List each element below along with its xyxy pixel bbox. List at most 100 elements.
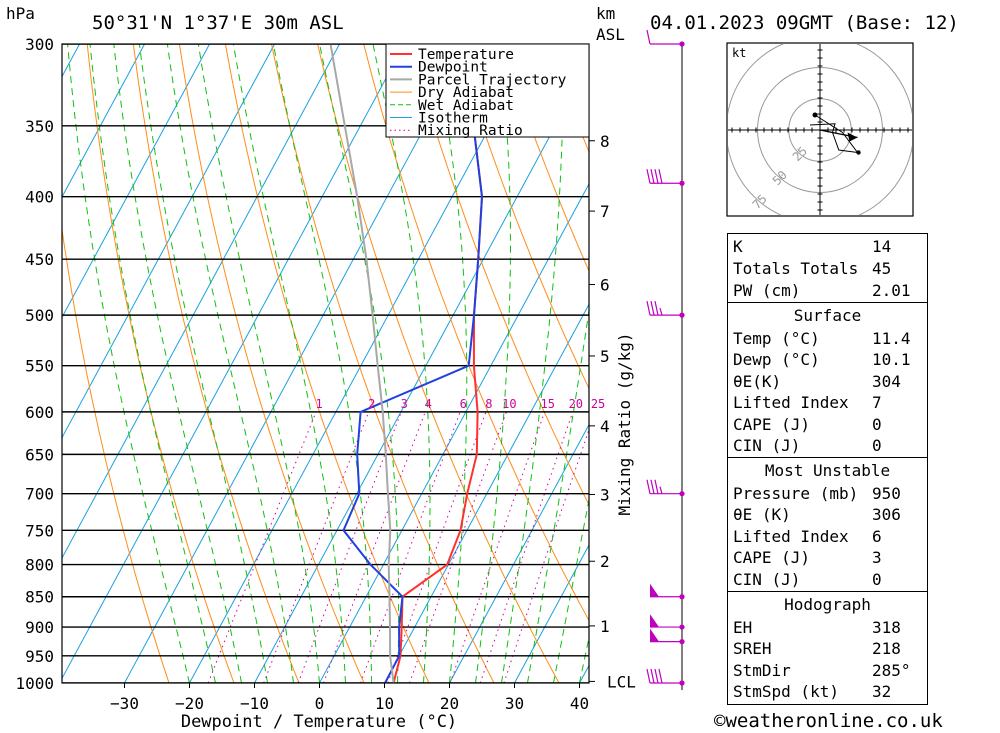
wet-adiabat-line — [166, 44, 294, 683]
wind-barbs — [646, 29, 685, 690]
km-tick-label: 6 — [600, 276, 610, 295]
wet-adiabat-line — [319, 44, 400, 683]
legend-box — [385, 43, 590, 138]
hodo-row: SREH 218 — [733, 639, 901, 658]
hodo-row: EH 318 — [733, 618, 901, 637]
pressure-tick-label: 900 — [25, 618, 54, 637]
x-axis-title: Dewpoint / Temperature (°C) — [181, 712, 457, 732]
mu-row: CAPE (J) 3 — [733, 548, 882, 567]
legend-label: Temperature — [418, 47, 514, 63]
wind-barb-full — [646, 479, 651, 494]
wind-barb — [646, 479, 685, 497]
dry-adiabat-line — [363, 44, 589, 622]
legend-label: Mixing Ratio — [418, 123, 523, 139]
pressure-tick-label: 400 — [25, 188, 54, 207]
mixing-ratio-label: 20 — [569, 397, 583, 411]
wind-barb-full — [646, 300, 651, 316]
dry-adiabat-line — [409, 44, 589, 506]
pressure-tick-label: 650 — [25, 445, 54, 464]
isotherm-line — [62, 44, 405, 680]
isotherm-line — [62, 44, 340, 560]
x-tick-label: −10 — [240, 694, 269, 713]
km-tick-label: 4 — [600, 417, 610, 436]
mixing-ratio-line — [263, 411, 370, 683]
wind-barb-full — [650, 668, 655, 684]
wind-barb-full — [646, 169, 651, 184]
wet-adiabat-line — [138, 44, 268, 683]
wet-adiabat-line — [232, 44, 346, 683]
km-tick-label: 8 — [600, 132, 610, 151]
plot-frame — [61, 43, 590, 684]
wind-barb-full — [654, 479, 659, 494]
legend-label: Isotherm — [418, 111, 488, 127]
wind-barb-flag — [650, 614, 659, 628]
mixing-ratio-label: 6 — [460, 397, 467, 411]
wind-barb-half — [659, 307, 663, 316]
hodograph-unit: kt — [732, 46, 746, 60]
copyright: ©weatheronline.co.uk — [714, 710, 943, 732]
dry-adiabat-line — [501, 44, 589, 273]
wind-barb-full — [654, 300, 659, 316]
dry-adiabat-line — [455, 44, 589, 390]
wind-barb — [646, 29, 685, 47]
surface-row: CIN (J) 0 — [733, 436, 882, 455]
datetime-title: 04.01.2023 09GMT (Base: 12) — [650, 12, 959, 34]
wind-barb-full — [650, 169, 655, 184]
isotherm-line — [62, 44, 145, 198]
isotherm-line — [62, 44, 210, 319]
pressure-tick-label: 300 — [25, 35, 54, 54]
km-tick-label: LCL — [607, 672, 636, 691]
dry-adiabat-line — [963, 44, 1000, 683]
km-tick-label: 2 — [600, 552, 610, 571]
mixing-ratio-line — [323, 411, 426, 683]
hodograph-point — [812, 112, 818, 118]
surface-row: Lifted Index 7 — [733, 393, 882, 412]
wind-barb — [646, 668, 685, 686]
hodo-row: StmSpd (kt) 32 — [733, 682, 892, 701]
legend-label: Dry Adiabat — [418, 85, 514, 101]
x-tick-label: −30 — [110, 694, 139, 713]
mixing-ratio-label: 15 — [540, 397, 554, 411]
mu-row: Pressure (mb) 950 — [733, 484, 901, 503]
mixing-ratio-label: 8 — [485, 397, 492, 411]
wind-barb-full — [646, 668, 651, 684]
pressure-unit: hPa — [6, 4, 35, 23]
mu-row: Lifted Index 6 — [733, 527, 882, 546]
mu-row: CIN (J) 0 — [733, 570, 882, 589]
wind-barb — [646, 300, 685, 318]
wind-barb-full — [658, 169, 663, 184]
legend-label: Parcel Trajectory — [418, 72, 567, 88]
wind-barb-full — [650, 300, 655, 316]
dry-adiabat-line — [224, 44, 430, 683]
dry-adiabat-line — [86, 44, 235, 683]
pressure-tick-label: 550 — [25, 357, 54, 376]
profile-series — [329, 44, 484, 683]
pressure-tick-label: 700 — [25, 485, 54, 504]
mixing-ratio-label: 2 — [368, 397, 375, 411]
wind-barb-half — [659, 486, 663, 494]
mixing-ratio-axis-title: Mixing Ratio (g/kg) — [615, 332, 634, 515]
x-tick-label: −20 — [175, 694, 204, 713]
wind-barb — [646, 169, 685, 186]
km-tick-label: 7 — [600, 202, 610, 221]
wind-barb-full — [654, 169, 659, 184]
mu-row: θE (K) 306 — [733, 505, 901, 524]
legend-label: Wet Adiabat — [418, 98, 514, 114]
x-tick-label: 10 — [375, 694, 394, 713]
km-tick-label: 1 — [600, 617, 610, 636]
dry-adiabat-line — [178, 44, 365, 683]
wind-barb-flag — [650, 583, 659, 597]
stats-panel: K 14 Totals Totals 45 PW (cm) 2.01 Surface … — [727, 233, 928, 705]
pressure-tick-label: 950 — [25, 647, 54, 666]
mixing-ratio-label: 3 — [401, 397, 408, 411]
storm-motion-head — [847, 132, 858, 142]
mixing-ratio-label: 25 — [591, 397, 605, 411]
isotherm-line — [254, 62, 589, 683]
isotherm-line — [384, 303, 589, 683]
wind-barb-full — [646, 29, 651, 45]
asl-unit: ASL — [596, 25, 625, 44]
most-unstable-title: Most Unstable — [764, 461, 891, 480]
hodo-row: StmDir 285° — [733, 661, 911, 680]
